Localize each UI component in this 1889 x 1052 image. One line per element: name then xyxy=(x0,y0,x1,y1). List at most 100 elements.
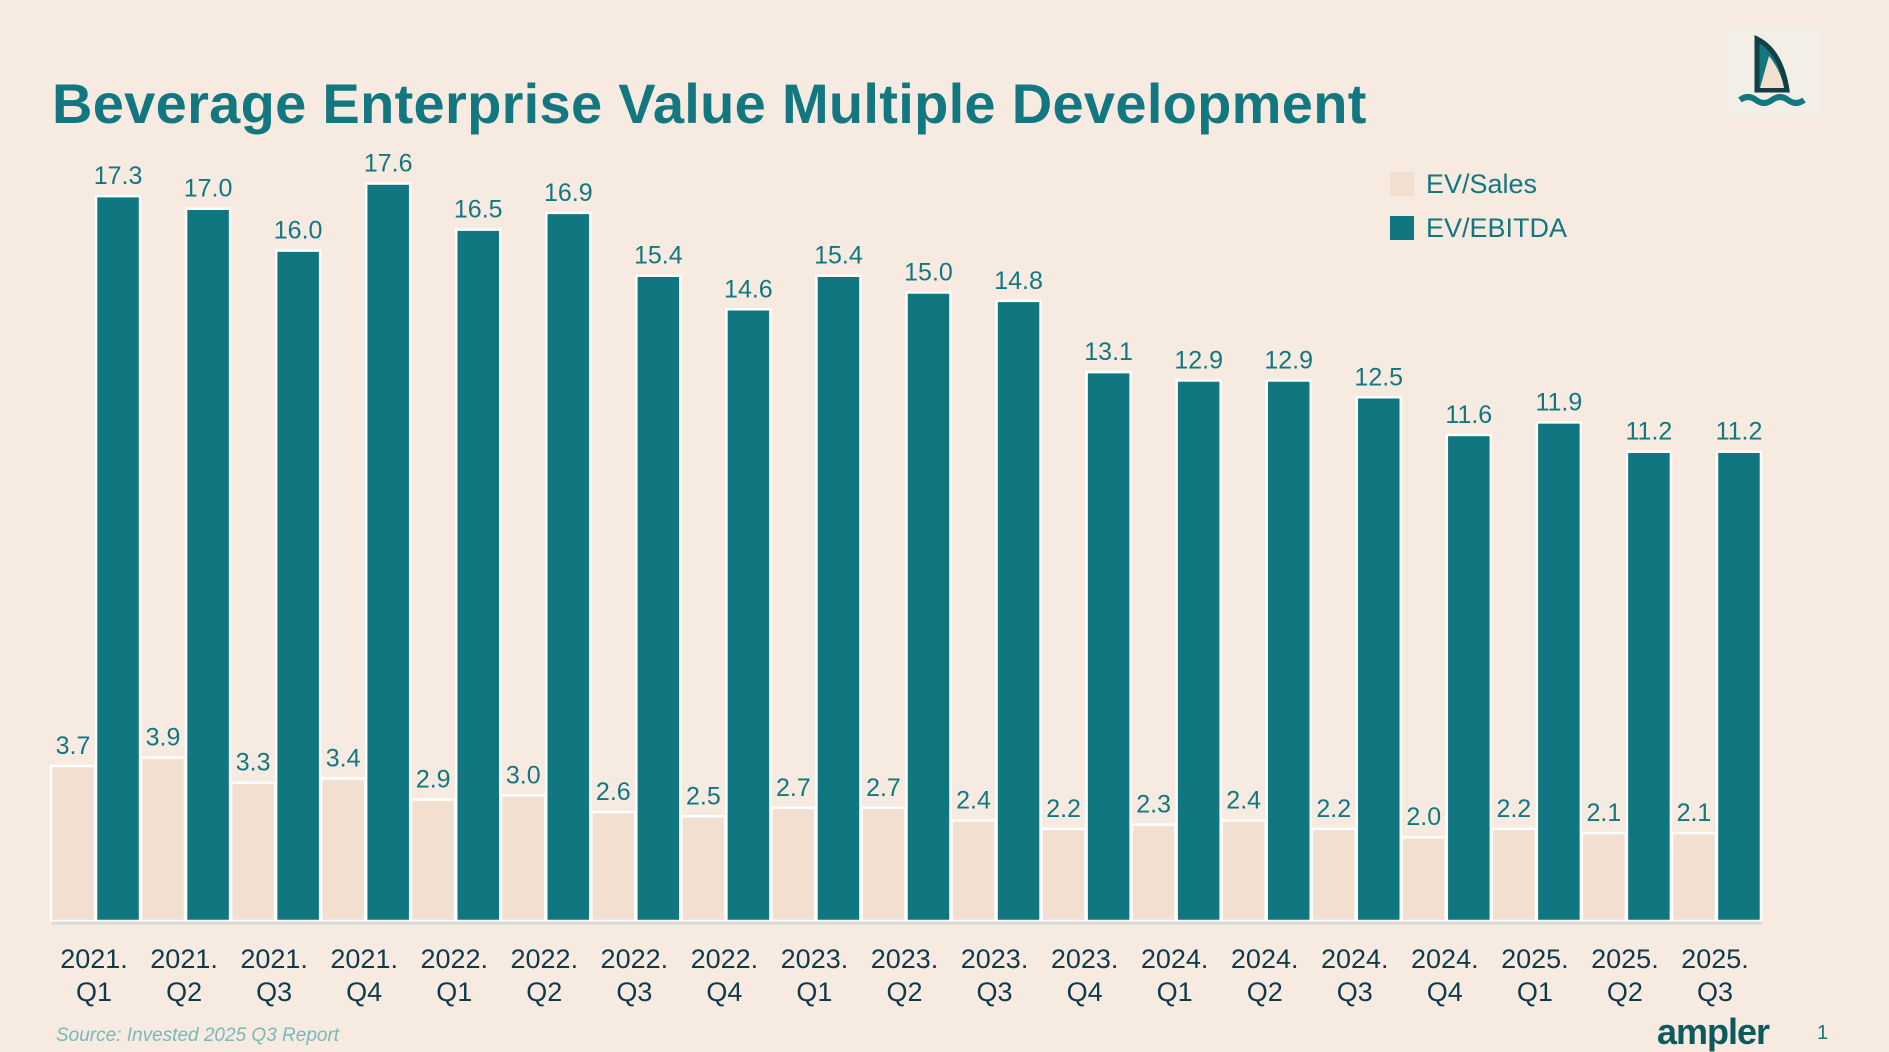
bar-ev-ebitda xyxy=(1265,379,1312,923)
data-label: 3.3 xyxy=(236,749,271,777)
data-label: 16.0 xyxy=(274,217,323,245)
legend-item-ev-sales: EV/Sales xyxy=(1390,162,1567,206)
x-tick-label-year: 2024. xyxy=(1411,944,1479,974)
brand-logo: ampler xyxy=(1657,1011,1770,1052)
bar-ev-ebitda xyxy=(454,228,502,923)
x-tick-label-year: 2021. xyxy=(330,944,398,974)
x-tick-label-quarter: Q4 xyxy=(1067,977,1103,1007)
bar-ev-sales xyxy=(1040,827,1087,923)
data-label: 12.9 xyxy=(1264,346,1313,374)
bar-ev-ebitda xyxy=(184,207,232,923)
data-label: 11.9 xyxy=(1535,388,1582,416)
data-label: 2.2 xyxy=(1046,795,1081,823)
data-label: 11.6 xyxy=(1445,401,1492,429)
x-tick-label-quarter: Q3 xyxy=(1697,977,1733,1007)
legend-item-ev-ebitda: EV/EBITDA xyxy=(1390,206,1567,250)
bar-ev-ebitda xyxy=(905,291,952,923)
bar-ev-ebitda xyxy=(1355,396,1403,923)
x-tick-label-year: 2021. xyxy=(60,944,128,974)
bar-ev-ebitda xyxy=(995,299,1042,923)
bar-ev-sales xyxy=(319,777,367,923)
bar-ev-ebitda xyxy=(1625,450,1673,923)
data-label: 2.2 xyxy=(1496,795,1531,823)
bar-ev-sales xyxy=(1310,827,1357,923)
x-tick-label-quarter: Q1 xyxy=(436,977,472,1007)
bar-ev-ebitda xyxy=(1715,450,1763,923)
bar-ev-sales xyxy=(409,798,457,923)
data-label: 17.0 xyxy=(184,175,233,203)
x-tick-label-year: 2022. xyxy=(511,944,579,974)
data-label: 3.7 xyxy=(56,732,91,760)
bar-ev-ebitda xyxy=(1085,370,1132,923)
x-tick-label-year: 2023. xyxy=(871,944,939,974)
bar-ev-ebitda xyxy=(1535,421,1583,923)
x-tick-label-year: 2022. xyxy=(691,944,759,974)
data-label: 17.3 xyxy=(94,162,143,190)
legend: EV/Sales EV/EBITDA xyxy=(1390,162,1567,250)
legend-swatch-ev-ebitda xyxy=(1390,216,1414,240)
data-label: 2.7 xyxy=(776,774,811,802)
bar-ev-sales xyxy=(1220,819,1267,923)
x-tick-label-quarter: Q1 xyxy=(1157,977,1193,1007)
data-label: 15.4 xyxy=(814,242,863,270)
legend-swatch-ev-sales xyxy=(1390,172,1414,196)
x-tick-label-year: 2024. xyxy=(1321,944,1389,974)
data-label: 14.6 xyxy=(724,275,773,303)
x-tick-label-quarter: Q2 xyxy=(526,977,562,1007)
data-label: 14.8 xyxy=(994,267,1043,295)
bar-ev-sales xyxy=(860,806,907,923)
x-tick-label-year: 2025. xyxy=(1681,944,1749,974)
data-label: 3.0 xyxy=(506,761,541,789)
data-label: 12.5 xyxy=(1354,363,1403,391)
data-label: 2.9 xyxy=(416,765,451,793)
bar-ev-sales xyxy=(1130,823,1177,923)
bar-ev-sales xyxy=(770,806,817,923)
x-tick-label-year: 2024. xyxy=(1231,944,1299,974)
bar-ev-ebitda xyxy=(1445,433,1493,923)
data-label: 2.1 xyxy=(1677,799,1712,827)
bar-ev-sales xyxy=(1670,831,1718,923)
data-label: 2.4 xyxy=(956,786,991,814)
data-label: 11.2 xyxy=(1716,418,1763,446)
x-tick-label-year: 2024. xyxy=(1141,944,1209,974)
x-tick-label-quarter: Q4 xyxy=(1427,977,1463,1007)
x-tick-label-quarter: Q3 xyxy=(616,977,652,1007)
data-label: 16.9 xyxy=(544,179,593,207)
bar-ev-ebitda xyxy=(815,274,862,923)
bar-ev-sales xyxy=(139,756,187,923)
data-label: 2.6 xyxy=(596,778,631,806)
bar-ev-sales xyxy=(950,819,997,923)
x-tick-label-year: 2023. xyxy=(781,944,849,974)
bar-ev-ebitda xyxy=(545,211,592,923)
page-number: 1 xyxy=(1817,1022,1829,1044)
bar-ev-sales xyxy=(500,794,547,923)
x-tick-label-quarter: Q3 xyxy=(977,977,1013,1007)
bar-ev-sales xyxy=(229,781,277,923)
source-note: Source: Invested 2025 Q3 Report xyxy=(56,1025,340,1046)
sailboat-logo-icon xyxy=(1726,26,1821,118)
bar-ev-sales xyxy=(1400,835,1448,923)
data-label: 13.1 xyxy=(1084,338,1133,366)
x-tick-label-year: 2021. xyxy=(150,944,218,974)
data-label: 11.2 xyxy=(1626,418,1673,446)
bar-ev-ebitda xyxy=(274,249,322,923)
data-label: 16.5 xyxy=(454,196,503,224)
x-tick-label-quarter: Q3 xyxy=(256,977,292,1007)
data-label: 2.7 xyxy=(866,774,901,802)
x-tick-label-year: 2023. xyxy=(1051,944,1119,974)
data-label: 15.0 xyxy=(904,259,953,287)
bar-ev-ebitda xyxy=(94,194,142,923)
data-label: 2.5 xyxy=(686,782,721,810)
bar-ev-sales xyxy=(49,764,97,923)
data-label: 2.0 xyxy=(1406,803,1441,831)
data-label: 3.4 xyxy=(326,745,361,773)
data-label: 3.9 xyxy=(146,724,181,752)
bar-ev-sales xyxy=(590,810,637,923)
data-label: 2.3 xyxy=(1136,791,1171,819)
page-title: Beverage Enterprise Value Multiple Devel… xyxy=(52,72,1367,135)
legend-label: EV/Sales xyxy=(1426,168,1538,199)
x-tick-label-quarter: Q2 xyxy=(886,977,922,1007)
bar-ev-sales xyxy=(1490,827,1538,923)
x-tick-label-quarter: Q4 xyxy=(706,977,742,1007)
